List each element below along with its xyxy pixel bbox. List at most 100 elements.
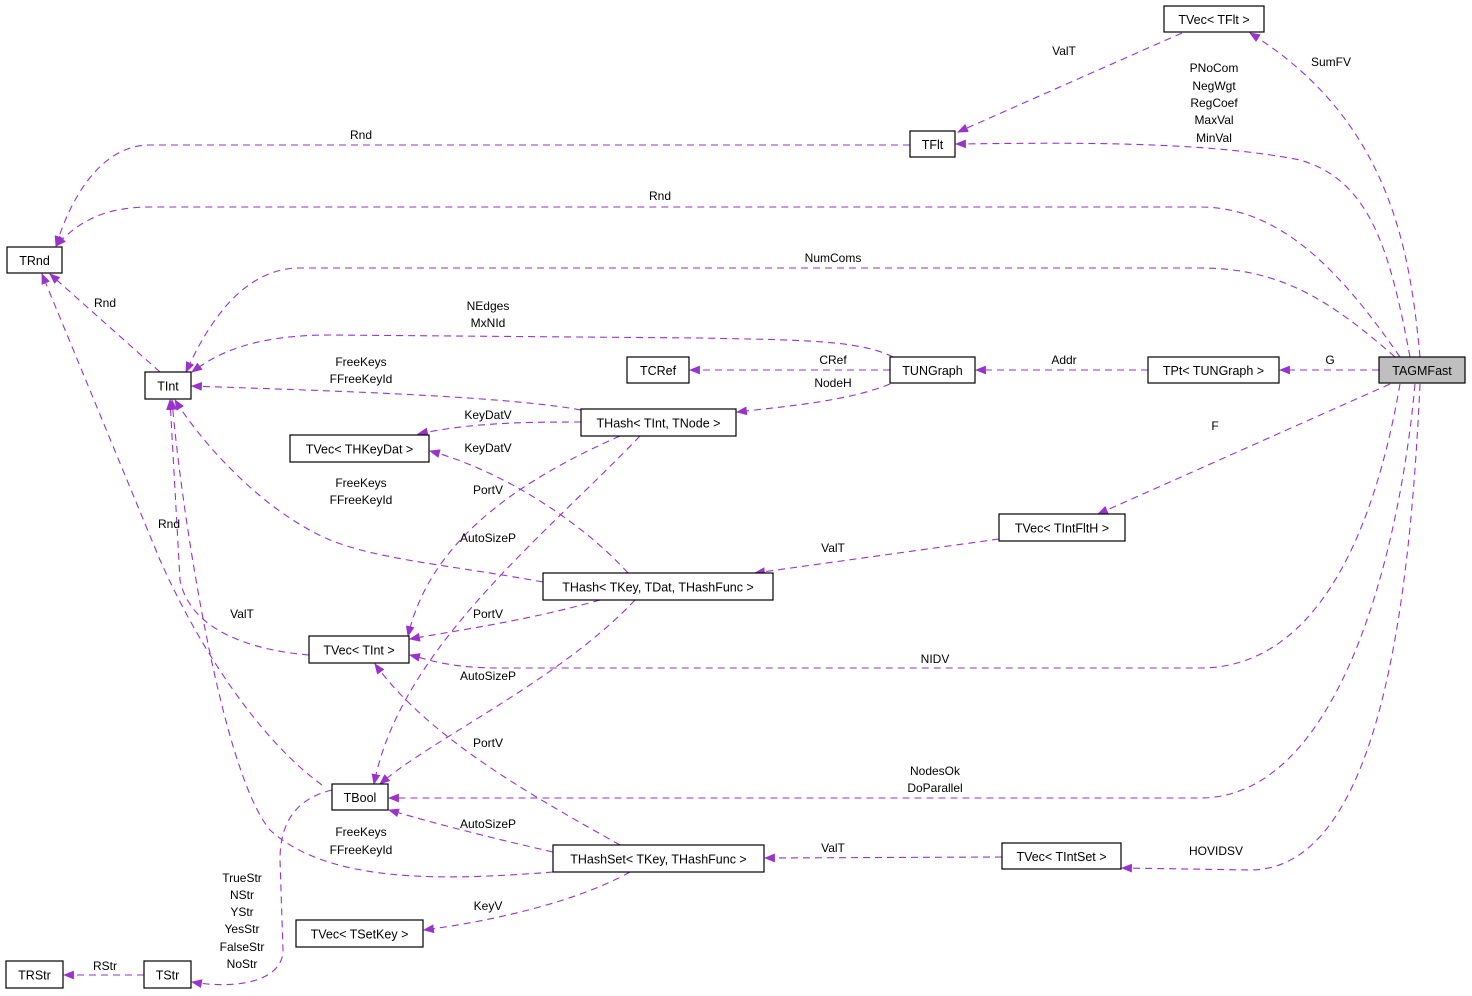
node-tpt-tungraph[interactable]: TPt< TUNGraph > (1147, 356, 1280, 384)
edge-tagmfast-to-tbool: NodesOk DoParallel (387, 383, 1416, 803)
edge-arrow (1249, 32, 1421, 358)
edge-arrow (371, 435, 641, 786)
edge-arrow (191, 334, 894, 373)
node-box (909, 130, 956, 158)
node-tvec-tflt[interactable]: TVec< TFlt > (1163, 5, 1265, 33)
node-thash-tkey-tdat-thashfunc[interactable]: THash< TKey, TDat, THashFunc > (542, 572, 774, 601)
node-tvec-tintset[interactable]: TVec< TIntSet > (1001, 842, 1122, 870)
edge-arrow (408, 599, 601, 642)
node-tagmfast[interactable]: TAGMFast (1378, 356, 1466, 384)
edge-tagmfast-to-trnd: Rnd (55, 189, 1401, 358)
node-box (552, 844, 765, 873)
edge-tungraph-to-tint: NEdges MxNId (191, 299, 894, 373)
edge-arrow (735, 383, 891, 416)
edge-arrow (954, 139, 1411, 358)
node-label: TVec< TSetKey > (311, 928, 409, 942)
edge-label: Rnd (94, 296, 116, 310)
node-tvec-tint[interactable]: TVec< TInt > (308, 635, 410, 664)
edge-tagmfast-to-tint: NumComs (185, 251, 1396, 374)
node-box (626, 356, 690, 384)
node-box (1147, 356, 1280, 384)
node-label: TBool (344, 791, 377, 805)
edge-thash-tkey-tdat-thashfunc-to-tint: FreeKeys FFreeKeyId (174, 399, 544, 583)
node-box (331, 783, 389, 811)
node-tvec-thkeydat[interactable]: TVec< THKeyDat > (289, 434, 430, 463)
edge-thashset-tkey-thashfunc-to-tvec-tint: PortV (374, 663, 621, 846)
edge-tvec-tint-to-tint: ValT (166, 398, 310, 656)
edge-label: PortV (473, 483, 503, 497)
edge-tvec-tflt-to-tflt: ValT (956, 32, 1183, 133)
edge-label: CRef (819, 353, 847, 367)
edge-arrow (753, 538, 1000, 576)
edge-thash-tint-tnode-to-tvec-tint: PortV (405, 435, 621, 638)
node-tvec-tsetkey[interactable]: TVec< TSetKey > (295, 919, 424, 948)
edge-arrow (956, 32, 1183, 133)
edge-label: FreeKeys (335, 476, 386, 490)
edge-tagmfast-to-tvec-tintset: HOVIDSV (1120, 383, 1421, 873)
edge-tungraph-to-thash-tint-tnode: NodeH (735, 376, 891, 416)
edge-tvec-tintset-to-thashset-tkey-thashfunc: ValT (763, 841, 1003, 863)
edge-arrow (405, 435, 621, 638)
edge-thash-tint-tnode-to-tint: FreeKeys FFreeKeyId (190, 355, 582, 411)
edge-label: Addr (1051, 353, 1076, 367)
node-label: TAGMFast (1392, 364, 1452, 378)
edge-label: NodesOk (910, 764, 961, 778)
edge-thash-tkey-tdat-thashfunc-to-tvec-thkeydat: KeyDatV (428, 441, 629, 574)
edge-label: Rnd (649, 189, 671, 203)
edge-arrow (185, 267, 1396, 374)
edge-thashset-tkey-thashfunc-to-tbool: AutoSizeP (387, 808, 554, 853)
edge-label: FFreeKeyId (330, 372, 393, 386)
edge-label: KeyV (474, 899, 503, 913)
node-tungraph[interactable]: TUNGraph (889, 356, 976, 384)
edge-label: NStr (230, 888, 254, 902)
edge-arrow (55, 206, 1401, 358)
edge-arrow (387, 808, 554, 853)
edge-thashset-tkey-thashfunc-to-tint: FreeKeys FFreeKeyId (168, 398, 554, 878)
node-box (5, 960, 64, 989)
edge-label: AutoSizeP (460, 669, 516, 683)
edge-arrow (49, 273, 161, 373)
node-box (143, 960, 192, 989)
node-trstr[interactable]: TRStr (5, 960, 64, 989)
node-tbool[interactable]: TBool (331, 783, 389, 811)
node-label: TVec< TInt > (323, 644, 394, 658)
node-thashset-tkey-thashfunc[interactable]: THashSet< TKey, THashFunc > (552, 844, 765, 873)
node-box (580, 408, 737, 437)
edge-label: KeyDatV (464, 408, 511, 422)
node-tvec-tintflth[interactable]: TVec< TIntFltH > (998, 513, 1126, 542)
node-label: TUNGraph (902, 364, 962, 378)
edge-label: NegWgt (1192, 79, 1236, 93)
edge-thash-tkey-tdat-thashfunc-to-tvec-tint: PortV (408, 599, 601, 642)
edge-label: MaxVal (1194, 113, 1233, 127)
node-tcref[interactable]: TCRef (626, 356, 690, 384)
node-box (889, 356, 976, 384)
node-thash-tint-tnode[interactable]: THash< TInt, TNode > (580, 408, 737, 437)
edge-thashset-tkey-thashfunc-to-tvec-tsetkey: KeyV (422, 871, 631, 934)
node-box (998, 513, 1126, 542)
node-label: TVec< TIntFltH > (1015, 522, 1109, 536)
edge-arrow (408, 383, 1401, 669)
node-tstr[interactable]: TStr (143, 960, 192, 989)
node-box (542, 572, 774, 601)
node-box (289, 434, 430, 463)
edge-tbool-to-trnd: Rnd (41, 272, 323, 786)
node-trnd[interactable]: TRnd (6, 246, 63, 274)
node-tflt[interactable]: TFlt (909, 130, 956, 158)
edge-label: FreeKeys (335, 825, 386, 839)
edge-label: NodeH (814, 376, 851, 390)
node-tint[interactable]: TInt (144, 371, 192, 400)
node-box (1001, 842, 1122, 870)
edge-tungraph-to-tcref: CRef (688, 353, 890, 375)
edge-arrow (1120, 383, 1421, 873)
edge-arrow (174, 399, 544, 583)
node-label: THash< TKey, TDat, THashFunc > (562, 581, 754, 595)
edge-arrow (190, 381, 582, 411)
edge-label: F (1211, 419, 1218, 433)
edge-label: HOVIDSV (1189, 844, 1243, 858)
edge-arrow (1096, 383, 1391, 515)
edge-thash-tint-tnode-to-tvec-thkeydat: KeyDatV (416, 408, 582, 437)
node-box (1378, 356, 1466, 384)
node-label: TRStr (18, 969, 51, 983)
edge-tstr-to-trstr: RStr (62, 959, 144, 980)
